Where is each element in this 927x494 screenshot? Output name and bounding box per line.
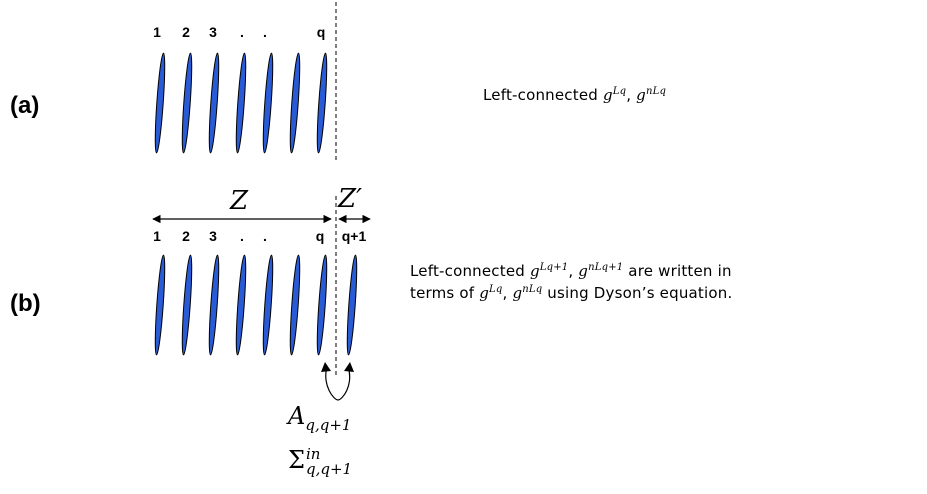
coupling-matrix-label: Aq,q+1 bbox=[288, 402, 351, 434]
layer-index: q bbox=[315, 228, 325, 244]
caption-b-g-sup: Lq+1 bbox=[539, 262, 569, 273]
caption-a-gn: g bbox=[636, 86, 646, 104]
layer-slab bbox=[208, 52, 220, 154]
coupling-arrowhead-left bbox=[321, 362, 331, 372]
layer-slab bbox=[316, 52, 328, 154]
caption-b-gn: g bbox=[578, 262, 589, 280]
caption-b-g3: g bbox=[479, 284, 490, 302]
layer-index: . bbox=[263, 24, 267, 40]
layer-index: 3 bbox=[209, 24, 217, 40]
layer-slab bbox=[346, 254, 358, 356]
layer-slab bbox=[154, 52, 166, 154]
layer-index: 2 bbox=[182, 24, 190, 40]
sigma-sup: in bbox=[305, 444, 321, 463]
layer-index: . bbox=[263, 228, 267, 244]
layer-slab bbox=[262, 254, 274, 356]
layer-slab bbox=[235, 254, 247, 356]
panel-a-layers bbox=[154, 52, 328, 154]
caption-b: Left-connected gLq+1, gnLq+1 are written… bbox=[410, 260, 732, 304]
dimension-label-z: Z bbox=[230, 186, 249, 216]
layer-slab bbox=[181, 52, 193, 154]
caption-b-g4: g bbox=[512, 284, 523, 302]
layer-index: q+1 bbox=[341, 228, 367, 244]
layer-slab bbox=[154, 254, 166, 356]
layer-index: 2 bbox=[182, 228, 190, 244]
layer-slab bbox=[235, 52, 247, 154]
layer-index: q bbox=[316, 24, 326, 40]
caption-b-line2: terms of gLq, gnLq using Dyson’s equatio… bbox=[410, 282, 732, 304]
layer-slab bbox=[289, 52, 301, 154]
layer-slab bbox=[181, 254, 193, 356]
coupling-arrowhead-right bbox=[344, 362, 354, 372]
caption-a-gn-sup: nLq bbox=[645, 86, 667, 97]
layer-slab bbox=[289, 254, 301, 356]
sigma-base: Σ bbox=[288, 446, 305, 474]
caption-b-line1: Left-connected gLq+1, gnLq+1 are written… bbox=[410, 260, 732, 282]
panel-b-layers bbox=[154, 254, 358, 356]
layer-index: 3 bbox=[209, 228, 217, 244]
layer-index: 1 bbox=[153, 228, 161, 244]
caption-b-sep: , bbox=[568, 262, 579, 280]
caption-b-prefix: Left-connected bbox=[410, 262, 530, 280]
layer-slab bbox=[316, 254, 328, 356]
coupling-loop bbox=[325, 365, 351, 401]
dimension-label-z-prime: Z′ bbox=[338, 184, 362, 214]
sigma-sub: q,q+1 bbox=[305, 459, 353, 478]
caption-a: Left-connected gLq, gnLq bbox=[483, 84, 666, 106]
panel-b-label: (b) bbox=[10, 290, 41, 317]
caption-b-g3-sup: Lq bbox=[489, 284, 503, 295]
caption-b-line2-suffix: using Dyson’s equation. bbox=[542, 284, 733, 302]
caption-a-g: g bbox=[602, 86, 613, 104]
caption-a-prefix: Left-connected bbox=[483, 86, 603, 104]
layer-index: 1 bbox=[153, 24, 161, 40]
caption-b-line2-prefix: terms of bbox=[410, 284, 480, 302]
layer-index: . bbox=[240, 24, 244, 40]
caption-b-sep2: , bbox=[502, 284, 513, 302]
self-energy-label: Σ in q,q+1 bbox=[288, 446, 352, 477]
layer-slab bbox=[208, 254, 220, 356]
caption-b-line1-suffix: are written in bbox=[623, 262, 732, 280]
layer-slab bbox=[262, 52, 274, 154]
caption-a-g-sup: Lq bbox=[612, 86, 627, 97]
caption-b-gn-sup: nLq+1 bbox=[588, 262, 624, 273]
caption-b-g4-sup: nLq bbox=[522, 284, 543, 295]
layer-index: . bbox=[240, 228, 244, 244]
caption-a-sep: , bbox=[626, 86, 637, 104]
panel-a-label: (a) bbox=[10, 92, 40, 119]
coupling-a-base: A bbox=[288, 402, 306, 430]
caption-b-g: g bbox=[529, 262, 540, 280]
coupling-a-sub: q,q+1 bbox=[305, 415, 352, 434]
